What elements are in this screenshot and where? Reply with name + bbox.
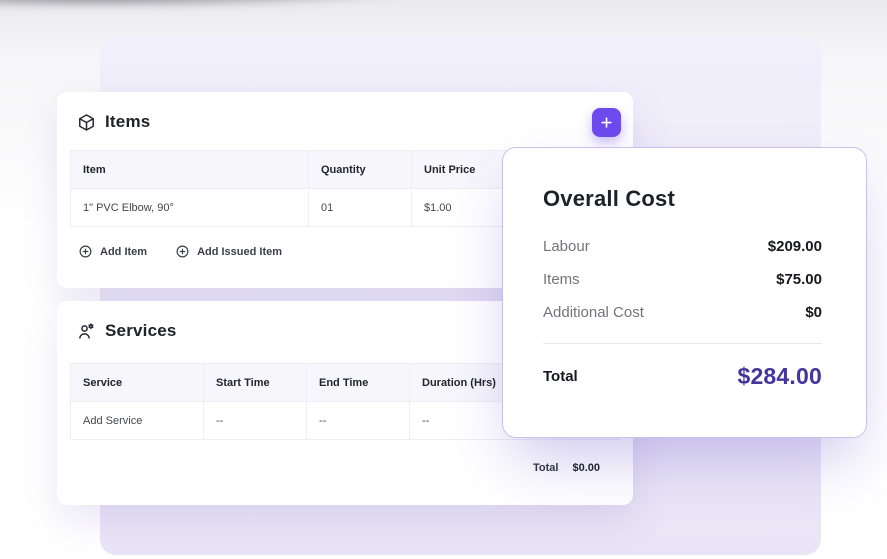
circle-plus-icon — [78, 244, 93, 259]
items-col-item: Item — [71, 151, 309, 188]
services-title: Services — [105, 321, 177, 340]
add-item-label: Add Item — [100, 245, 148, 258]
items-cost-label: Items — [543, 271, 580, 288]
services-total-label: Total — [533, 462, 559, 474]
overall-total-value: $284.00 — [737, 363, 822, 389]
cost-total-row: Total $284.00 — [543, 363, 822, 390]
additional-cost-label: Additional Cost — [543, 304, 644, 321]
services-col-end-time: End Time — [307, 364, 410, 401]
items-col-quantity: Quantity — [309, 151, 412, 188]
plus-icon — [601, 117, 612, 128]
services-total-value: $0.00 — [572, 462, 600, 474]
cube-icon — [77, 113, 96, 132]
items-col-unit-price: Unit Price — [424, 163, 476, 176]
services-table-row[interactable]: Add Service -- -- -- — [71, 401, 619, 439]
services-col-start-time: Start Time — [204, 364, 307, 401]
service-duration-cell: -- — [422, 414, 430, 427]
item-quantity-cell: 01 — [309, 189, 412, 226]
add-service-cell[interactable]: Add Service — [71, 402, 204, 439]
services-total: Total $0.00 — [533, 462, 600, 474]
services-card-header: Services — [57, 301, 633, 341]
add-issued-item-button[interactable]: Add Issued Item — [175, 244, 282, 259]
circle-plus-icon — [175, 244, 190, 259]
services-col-duration: Duration (Hrs) — [422, 376, 496, 389]
labour-label: Labour — [543, 238, 590, 255]
items-card-header: Items — [57, 92, 633, 132]
items-actions: Add Item Add Issued Item — [57, 227, 633, 259]
item-unit-price-cell: $1.00 — [424, 201, 452, 214]
cost-row-labour: Labour $209.00 — [543, 238, 822, 255]
add-item-plus-button[interactable] — [592, 108, 621, 137]
items-table-row[interactable]: 1" PVC Elbow, 90° 01 $1.00 — [71, 188, 619, 226]
services-col-service: Service — [71, 364, 204, 401]
cost-row-items: Items $75.00 — [543, 271, 822, 288]
additional-cost-value: $0 — [805, 304, 822, 321]
items-title: Items — [105, 112, 151, 131]
service-end-time-cell: -- — [307, 402, 410, 439]
top-edge-shadow — [0, 0, 420, 9]
add-item-button[interactable]: Add Item — [78, 244, 147, 259]
labour-value: $209.00 — [767, 238, 822, 255]
overall-cost-card: Overall Cost Labour $209.00 Items $75.00… — [502, 147, 867, 438]
user-gear-icon — [77, 322, 96, 341]
service-start-time-cell: -- — [204, 402, 307, 439]
add-issued-item-label: Add Issued Item — [197, 245, 283, 258]
cost-divider — [543, 343, 822, 344]
cost-row-additional: Additional Cost $0 — [543, 304, 822, 321]
overall-total-label: Total — [543, 368, 578, 385]
items-cost-value: $75.00 — [776, 271, 822, 288]
overall-cost-title: Overall Cost — [543, 186, 676, 211]
item-name-cell: 1" PVC Elbow, 90° — [71, 189, 309, 226]
